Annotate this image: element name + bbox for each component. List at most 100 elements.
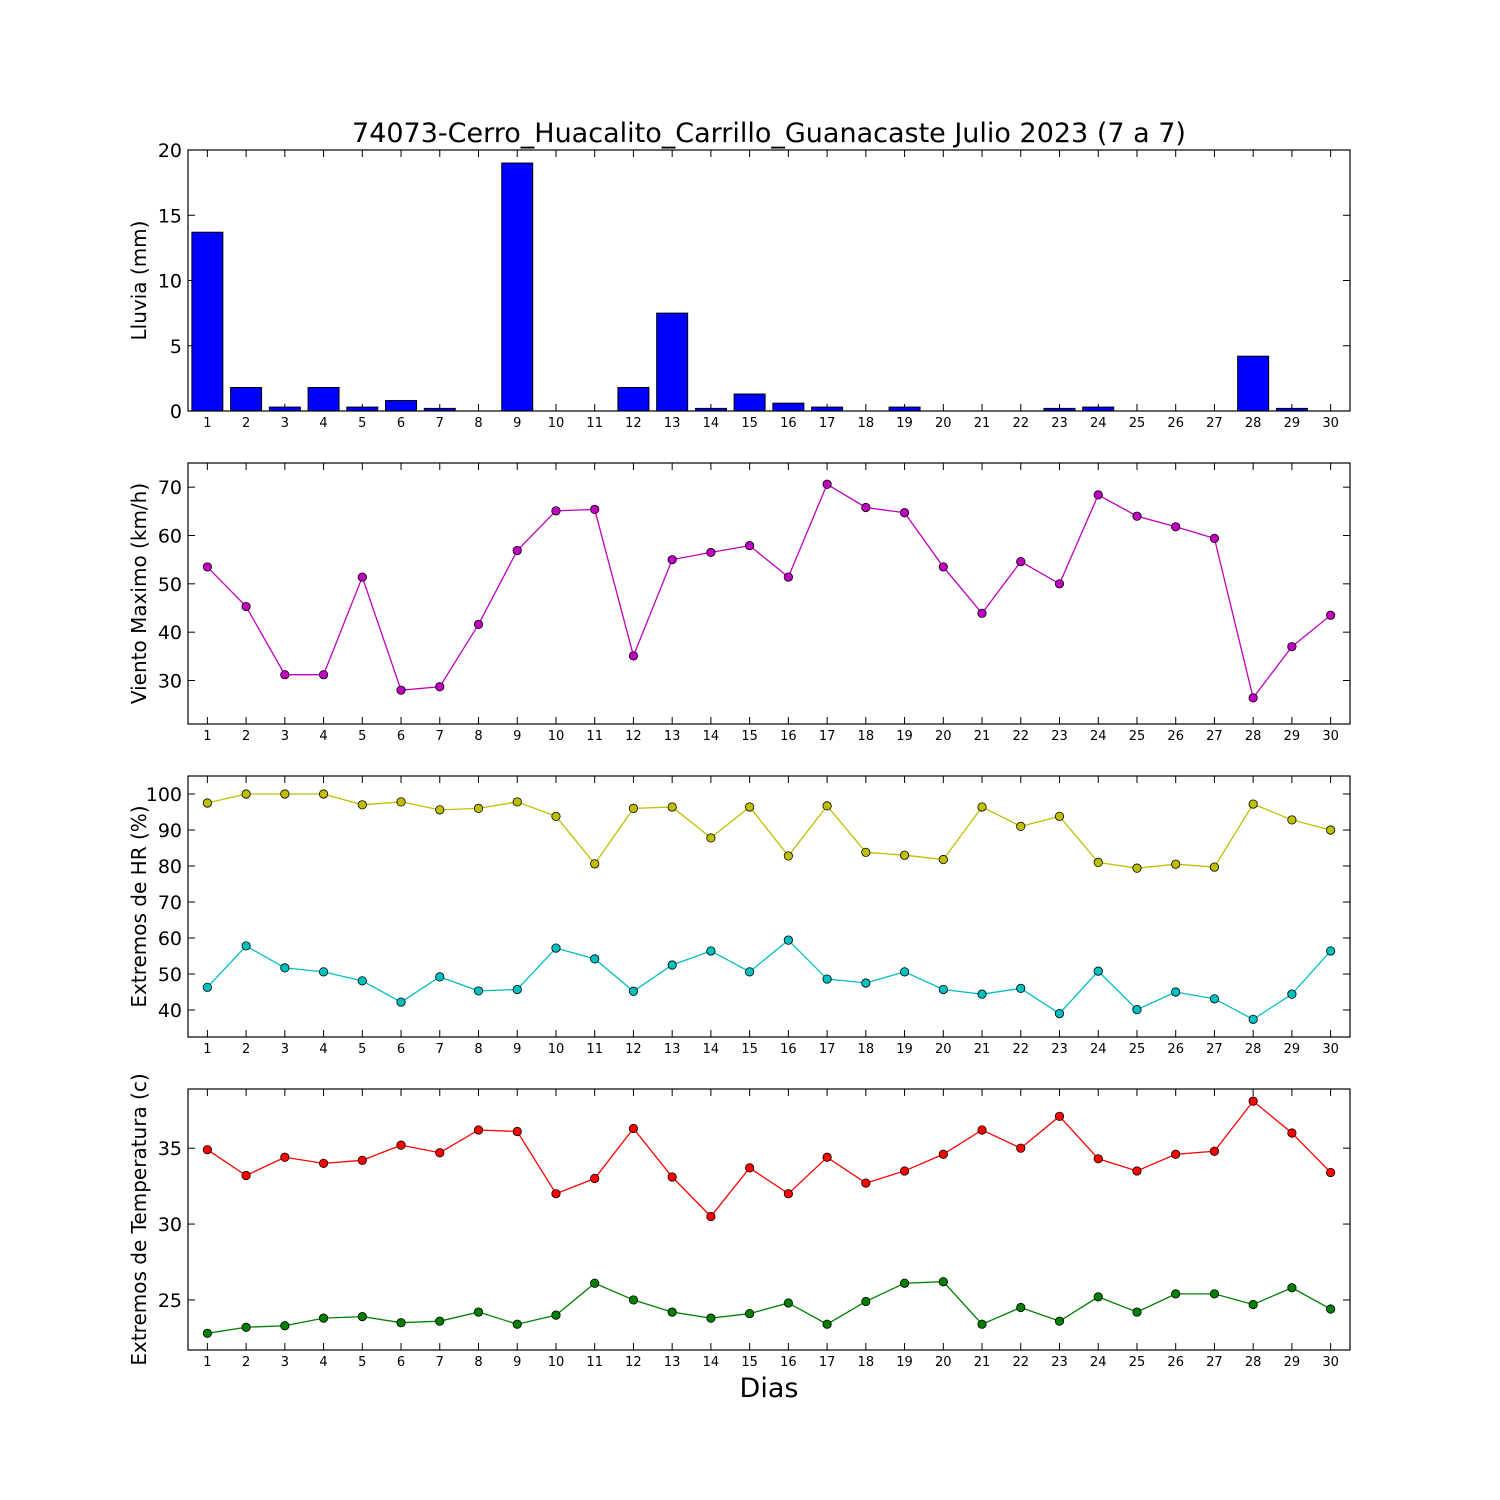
x-tick-label: 6: [397, 416, 405, 431]
data-point: [628, 651, 639, 661]
data-point: [241, 789, 251, 799]
x-tick-label: 29: [1284, 1355, 1301, 1370]
x-tick-label: 30: [1322, 1355, 1339, 1370]
data-point: [706, 833, 716, 843]
data-point: [473, 1307, 484, 1317]
data-point: [1132, 1166, 1142, 1176]
x-tick-label: 5: [358, 416, 366, 431]
x-tick-label: 24: [1090, 1042, 1107, 1057]
data-point: [938, 1277, 948, 1287]
data-point: [745, 967, 755, 977]
data-point: [202, 1328, 212, 1338]
data-point: [783, 935, 793, 945]
y-tick-label: 35: [158, 1138, 182, 1160]
data-point: [280, 789, 290, 799]
x-tick-label: 26: [1167, 729, 1184, 744]
x-tick-label: 18: [858, 729, 875, 744]
y-tick-label: 0: [170, 401, 182, 423]
x-tick-label: 23: [1051, 416, 1068, 431]
x-tick-label: 15: [741, 729, 758, 744]
series-line-2: [206, 939, 1332, 1021]
data-point: [628, 1123, 639, 1134]
bar: [617, 387, 650, 412]
data-point: [899, 1278, 910, 1288]
x-tick-label: 3: [281, 729, 289, 744]
data-point: [1326, 610, 1336, 620]
y-tick-label: 60: [158, 526, 182, 548]
data-point: [435, 805, 445, 815]
x-tick-label: 15: [741, 416, 758, 431]
x-tick-label: 12: [625, 416, 642, 431]
x-tick-label: 10: [548, 729, 565, 744]
data-point: [1132, 1005, 1142, 1015]
x-tick-label: 22: [1012, 416, 1029, 431]
data-point: [241, 601, 251, 612]
data-point: [977, 802, 987, 812]
data-point: [938, 854, 948, 865]
y-tick-label: 40: [158, 622, 182, 644]
x-tick-label: 13: [664, 729, 681, 744]
y-tick-label: 50: [158, 574, 182, 596]
series-line-1: [206, 483, 1332, 700]
bar: [733, 393, 766, 412]
data-point: [590, 954, 600, 964]
x-tick-label: 19: [896, 1355, 913, 1370]
data-point: [1287, 1128, 1297, 1138]
data-point: [822, 974, 832, 984]
data-point: [667, 1172, 677, 1182]
data-point: [435, 1316, 445, 1326]
x-tick-label: 13: [664, 1355, 681, 1370]
data-point: [241, 1170, 251, 1181]
data-point: [241, 941, 251, 951]
x-tick-label: 28: [1245, 416, 1262, 431]
y-tick-label: 50: [158, 964, 182, 986]
x-tick-label: 9: [513, 729, 521, 744]
x-tick-label: 23: [1051, 1355, 1068, 1370]
x-tick-label: 7: [436, 1355, 444, 1370]
x-tick-label: 1: [203, 1355, 211, 1370]
data-point: [899, 1166, 910, 1176]
x-tick-label: 14: [703, 416, 720, 431]
data-point: [861, 1178, 871, 1188]
data-point: [590, 1278, 600, 1288]
y-axis-label: Viento Maximo (km/h): [127, 483, 151, 704]
x-tick-label: 24: [1090, 416, 1107, 431]
x-tick-label: 27: [1206, 1355, 1223, 1370]
data-point: [396, 685, 406, 695]
data-point: [1171, 987, 1181, 997]
x-tick-label: 8: [474, 1042, 482, 1057]
data-point: [1248, 1096, 1258, 1106]
data-point: [667, 802, 677, 812]
y-tick-label: 40: [158, 1000, 182, 1022]
x-tick-label: 25: [1129, 416, 1146, 431]
x-tick-label: 17: [819, 1355, 836, 1370]
x-tick-label: 12: [625, 1042, 642, 1057]
data-point: [473, 986, 484, 996]
data-point: [745, 1308, 755, 1319]
x-tick-label: 12: [625, 1355, 642, 1370]
x-tick-label: 5: [358, 1042, 366, 1057]
x-tick-label: 14: [703, 1042, 720, 1057]
x-tick-label: 16: [780, 1042, 797, 1057]
data-point: [473, 619, 484, 630]
data-point: [473, 1125, 484, 1135]
data-point: [1132, 1307, 1142, 1317]
data-point: [745, 1163, 755, 1173]
data-point: [590, 504, 600, 514]
data-point: [899, 967, 910, 977]
data-point: [1209, 862, 1220, 872]
x-tick-label: 10: [548, 1355, 565, 1370]
data-point: [899, 850, 910, 860]
data-point: [706, 1211, 716, 1222]
data-point: [551, 943, 561, 953]
data-point: [938, 1149, 948, 1159]
x-tick-label: 18: [858, 1042, 875, 1057]
data-point: [861, 502, 871, 513]
data-point: [1209, 994, 1220, 1004]
data-point: [822, 1319, 832, 1329]
data-point: [1016, 556, 1026, 567]
data-point: [512, 1319, 522, 1329]
x-tick-label: 19: [896, 1042, 913, 1057]
